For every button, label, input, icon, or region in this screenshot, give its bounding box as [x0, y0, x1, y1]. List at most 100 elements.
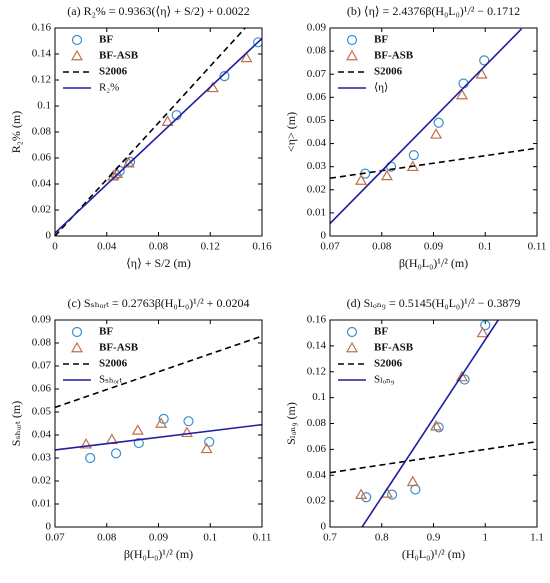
y-tick-label: 0.06 [32, 152, 52, 164]
axes-frame [54, 27, 263, 237]
marker-triangle [80, 437, 93, 449]
fit-line [55, 423, 262, 451]
fit-line [55, 335, 262, 409]
legend-marker [70, 341, 84, 353]
y-tick-label: 0 [321, 230, 327, 242]
marker-triangle [155, 417, 168, 428]
y-tick-label: 0.03 [32, 452, 52, 464]
legend-marker [345, 341, 359, 353]
y-tick-label: 0.02 [32, 204, 51, 216]
y-tick-label: 0.09 [32, 314, 52, 326]
y-tick-label: 0.14 [32, 48, 52, 60]
legend-label: BF-ASB [99, 50, 139, 62]
marker-circle [133, 437, 144, 449]
x-tick-label: 0.09 [149, 532, 169, 544]
panel-title: (d) Sₗₒₙ₉ = 0.5145(H₀L₀)¹/² − 0.3879 [347, 296, 521, 310]
fit-line [55, 28, 246, 236]
marker-circle [480, 320, 491, 331]
y-axis-label: <η> (m) [284, 112, 298, 152]
marker-circle [110, 448, 122, 459]
y-tick-label: 0.08 [307, 417, 327, 429]
legend-marker [346, 34, 358, 46]
y-tick-label: 0 [46, 230, 52, 242]
x-tick-label: 1 [483, 532, 489, 544]
plot-area [55, 28, 262, 236]
x-tick-label: 0.08 [97, 532, 117, 544]
y-tick-label: 0.04 [307, 137, 327, 149]
y-tick-label: 0.08 [32, 337, 52, 349]
legend-marker [70, 49, 84, 61]
legend-label: S2006 [99, 66, 128, 78]
marker-circle [458, 78, 469, 89]
x-tick-label: 0.8 [375, 532, 389, 544]
plot-area [330, 28, 537, 225]
legend-label: BF [374, 326, 388, 338]
x-tick-label: 0.16 [252, 241, 272, 253]
y-tick-label: 0.08 [307, 45, 327, 57]
x-tick-label: 0 [52, 241, 58, 253]
marker-triangle [355, 174, 368, 185]
marker-triangle [240, 51, 253, 63]
marker-triangle [406, 475, 419, 487]
y-tick-label: 0.12 [307, 365, 326, 377]
x-tick-label: 0.11 [253, 532, 272, 544]
x-tick-label: 0.08 [149, 241, 169, 253]
panel-title: (a) R₂% = 0.9363(⟨η⟩ + S/2) + 0.0022 [67, 4, 249, 18]
panel-title: (b) ⟨η⟩ = 2.4376β(H₀L₀)¹/² − 0.1712 [347, 4, 520, 18]
marker-circle [204, 436, 215, 447]
panel: (d) Sₗₒₙ₉ = 0.5145(H₀L₀)¹/² − 0.3879 0.7 0… [284, 296, 544, 561]
x-axis-label: (H₀L₀)¹/² (m) [402, 547, 465, 561]
marker-circle [479, 55, 490, 66]
legend-label: R₂% [99, 82, 119, 94]
y-tick-label: 0 [46, 521, 52, 533]
y-tick-label: 0.05 [32, 406, 52, 418]
y-tick-label: 0.07 [32, 360, 52, 372]
y-axis-label: R₂% (m) [9, 111, 23, 154]
marker-circle [459, 374, 470, 385]
marker-triangle [122, 156, 135, 168]
y-tick-label: 0.16 [307, 314, 327, 326]
panel: (a) R₂% = 0.9363(⟨η⟩ + S/2) + 0.0022 0 0.0… [9, 4, 272, 270]
y-tick-label: 0.06 [32, 383, 52, 395]
x-tick-label: 0.07 [320, 241, 340, 253]
y-tick-label: 0.01 [307, 206, 326, 218]
y-axis-label: Sₛₕₒᵣₜ (m) [9, 401, 23, 446]
marker-circle [219, 70, 230, 82]
fit-line [330, 28, 523, 225]
marker-triangle [430, 128, 443, 139]
axes-frame [54, 319, 263, 528]
y-tick-label: 0.04 [307, 469, 327, 481]
marker-circle [361, 492, 372, 503]
legend-label: S2006 [374, 66, 403, 78]
legend-label: BF [99, 326, 113, 338]
x-tick-label: 0.7 [323, 532, 337, 544]
y-tick-label: 0.03 [307, 160, 327, 172]
marker-circle [410, 484, 421, 495]
legend-label: BF-ASB [374, 342, 414, 354]
marker-circle [387, 489, 398, 500]
marker-triangle [380, 169, 393, 181]
marker-triangle [200, 442, 213, 454]
y-tick-label: 0.16 [32, 22, 52, 34]
x-axis-label: ⟨η⟩ + S/2 (m) [126, 256, 191, 270]
legend-label: Sₗₒₙ₉ [374, 374, 395, 386]
x-tick-label: 0.1 [203, 532, 217, 544]
x-tick-label: 0.11 [528, 241, 547, 253]
marker-triangle [455, 88, 468, 100]
marker-triangle [180, 426, 193, 438]
y-tick-label: 0.05 [307, 114, 327, 126]
x-tick-label: 1.1 [530, 532, 544, 544]
fit-line [330, 440, 537, 474]
legend-label: ⟨η⟩ [374, 82, 388, 94]
legend-label: S2006 [374, 358, 403, 370]
legend-label: BF [99, 34, 113, 46]
y-tick-label: 0.02 [32, 475, 51, 487]
y-tick-label: 0.14 [307, 339, 327, 351]
legend-marker [71, 34, 83, 46]
y-tick-label: 0.04 [32, 429, 52, 441]
marker-circle [183, 416, 194, 427]
y-tick-label: 0.09 [307, 22, 327, 34]
x-tick-label: 0.9 [427, 532, 441, 544]
